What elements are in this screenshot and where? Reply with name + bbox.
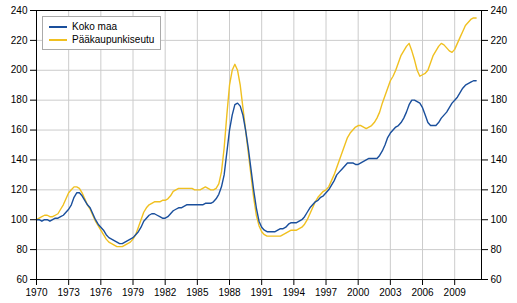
svg-text:80: 80 [491, 244, 503, 255]
svg-text:60: 60 [16, 274, 28, 285]
svg-text:220: 220 [11, 35, 28, 46]
html-text:Koko maa: Koko maa [72, 21, 117, 32]
svg-text:1994: 1994 [283, 287, 306, 298]
svg-text:1991: 1991 [251, 287, 274, 298]
html-text:Pääkaupunkiseutu: Pääkaupunkiseutu [72, 34, 155, 45]
svg-text:2003: 2003 [379, 287, 402, 298]
svg-text:200: 200 [11, 64, 28, 75]
svg-text:120: 120 [11, 184, 28, 195]
svg-text:140: 140 [491, 154, 508, 165]
svg-text:100: 100 [491, 214, 508, 225]
svg-text:1997: 1997 [315, 287, 338, 298]
svg-text:120: 120 [491, 184, 508, 195]
svg-text:220: 220 [491, 35, 508, 46]
svg-text:1988: 1988 [218, 287, 241, 298]
svg-text:1973: 1973 [58, 287, 81, 298]
svg-text:1982: 1982 [154, 287, 177, 298]
svg-text:1970: 1970 [25, 287, 48, 298]
svg-text:1985: 1985 [186, 287, 209, 298]
svg-text:2009: 2009 [444, 287, 467, 298]
svg-text:2006: 2006 [411, 287, 434, 298]
svg-text:80: 80 [16, 244, 28, 255]
svg-text:180: 180 [11, 94, 28, 105]
svg-text:100: 100 [11, 214, 28, 225]
svg-text:240: 240 [491, 5, 508, 16]
svg-text:160: 160 [491, 124, 508, 135]
svg-text:240: 240 [11, 5, 28, 16]
svg-text:200: 200 [491, 64, 508, 75]
svg-text:140: 140 [11, 154, 28, 165]
svg-text:180: 180 [491, 94, 508, 105]
svg-text:1976: 1976 [90, 287, 113, 298]
svg-text:2000: 2000 [347, 287, 370, 298]
svg-text:160: 160 [11, 124, 28, 135]
svg-text:60: 60 [491, 274, 503, 285]
svg-text:1979: 1979 [122, 287, 145, 298]
